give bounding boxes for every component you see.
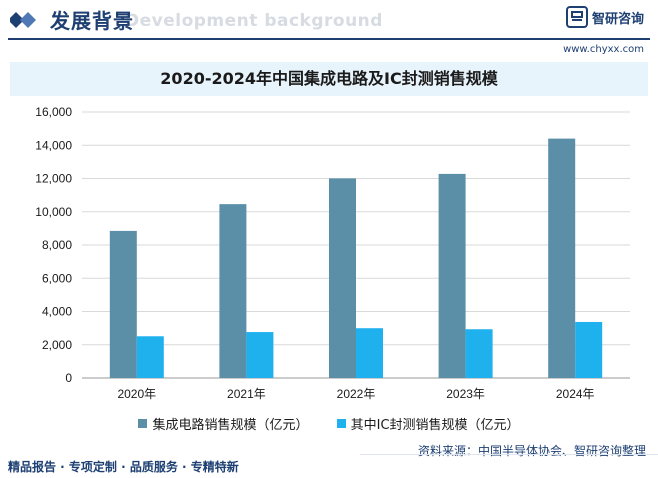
diamond-decoration-icon — [10, 12, 36, 28]
y-tick-label: 16,000 — [35, 105, 72, 119]
brand-name: 智研咨询 — [591, 11, 644, 27]
page-footer: 精品报告 · 专项定制 · 品质服务 · 专精特新 — [0, 452, 360, 478]
bar-packaging-sales — [465, 329, 493, 378]
chart-title: 2020-2024年中国集成电路及IC封测销售规模 — [10, 62, 648, 96]
header-watermark: Development background — [125, 11, 383, 31]
bar-ic-sales — [109, 230, 137, 378]
bar-ic-sales — [438, 173, 466, 378]
bar-chart: 0 2,000 4,000 6,000 8,000 10,000 12,000 14,000 1… — [35, 105, 630, 401]
y-tick-label: 0 — [65, 371, 72, 385]
legend-label-ic-sales: 集成电路销售规模（亿元） — [152, 418, 309, 433]
y-tick-label: 14,000 — [35, 138, 72, 152]
legend-label-packaging-sales: 其中IC封测销售规模（亿元） — [350, 418, 520, 433]
bar-packaging-sales — [136, 336, 164, 378]
y-tick-label: 6,000 — [42, 271, 72, 285]
bar-ic-sales — [548, 138, 576, 378]
y-tick-label: 4,000 — [42, 305, 72, 319]
bar-ic-sales — [219, 204, 247, 378]
legend-swatch-ic-sales — [138, 419, 148, 428]
legend-swatch-packaging-sales — [336, 419, 346, 428]
legend-item-packaging-sales: 其中IC封测销售规模（亿元） — [336, 414, 520, 433]
brand-logo-icon — [565, 6, 588, 28]
y-tick-label: 10,000 — [35, 205, 72, 219]
legend-item-ic-sales: 集成电路销售规模（亿元） — [138, 414, 308, 433]
y-tick-label: 8,000 — [42, 238, 72, 252]
page-title: 发展背景 — [50, 9, 134, 33]
brand: 智研咨询 — [565, 6, 644, 28]
bar-packaging-sales — [575, 321, 603, 378]
brand-url[interactable]: www.chyxx.com — [563, 44, 644, 55]
data-source: 资料来源：中国半导体协会、智研咨询整理 — [417, 444, 646, 458]
x-tick-label: 2020年 — [117, 387, 156, 401]
x-tick-label: 2021年 — [227, 387, 266, 401]
x-tick-label: 2024年 — [556, 387, 595, 401]
y-tick-label: 2,000 — [42, 338, 72, 352]
header-divider — [8, 38, 650, 40]
x-tick-label: 2023年 — [446, 387, 485, 401]
footer-slogan: 精品报告 · 专项定制 · 品质服务 · 专精特新 — [8, 460, 239, 474]
bar-ic-sales — [329, 178, 356, 378]
page-header: Development background 发展背景 智研咨询 — [0, 0, 658, 40]
chart-legend: 集成电路销售规模（亿元） 其中IC封测销售规模（亿元） — [0, 414, 658, 433]
x-tick-label: 2022年 — [337, 387, 376, 401]
bar-packaging-sales — [246, 332, 274, 378]
bar-packaging-sales — [356, 328, 383, 378]
y-tick-label: 12,000 — [35, 172, 72, 186]
